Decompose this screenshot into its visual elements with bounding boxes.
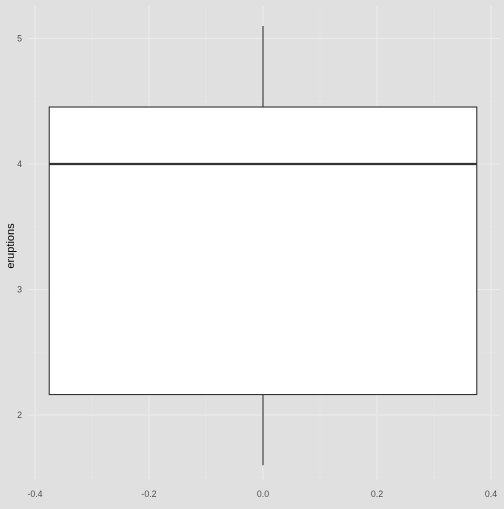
- box-iqr: [48, 106, 478, 396]
- x-tick-label: 0.2: [371, 489, 383, 499]
- y-tick-label: 5: [17, 34, 22, 44]
- x-tick-label: 0.4: [485, 489, 497, 499]
- x-tick-label: 0.0: [257, 489, 269, 499]
- y-tick-label: 2: [17, 410, 22, 420]
- box-layer: [48, 25, 478, 466]
- x-tick-label: -0.2: [141, 489, 156, 499]
- x-tick-label: -0.4: [27, 489, 42, 499]
- y-axis-title: eruptions: [5, 223, 17, 269]
- y-tick-label: 3: [17, 285, 22, 295]
- y-tick-label: 4: [17, 159, 22, 169]
- x-axis-tick-labels: -0.4 -0.2 0.0 0.2 0.4: [27, 489, 497, 499]
- y-axis-tick-labels: 2 3 4 5: [17, 34, 22, 421]
